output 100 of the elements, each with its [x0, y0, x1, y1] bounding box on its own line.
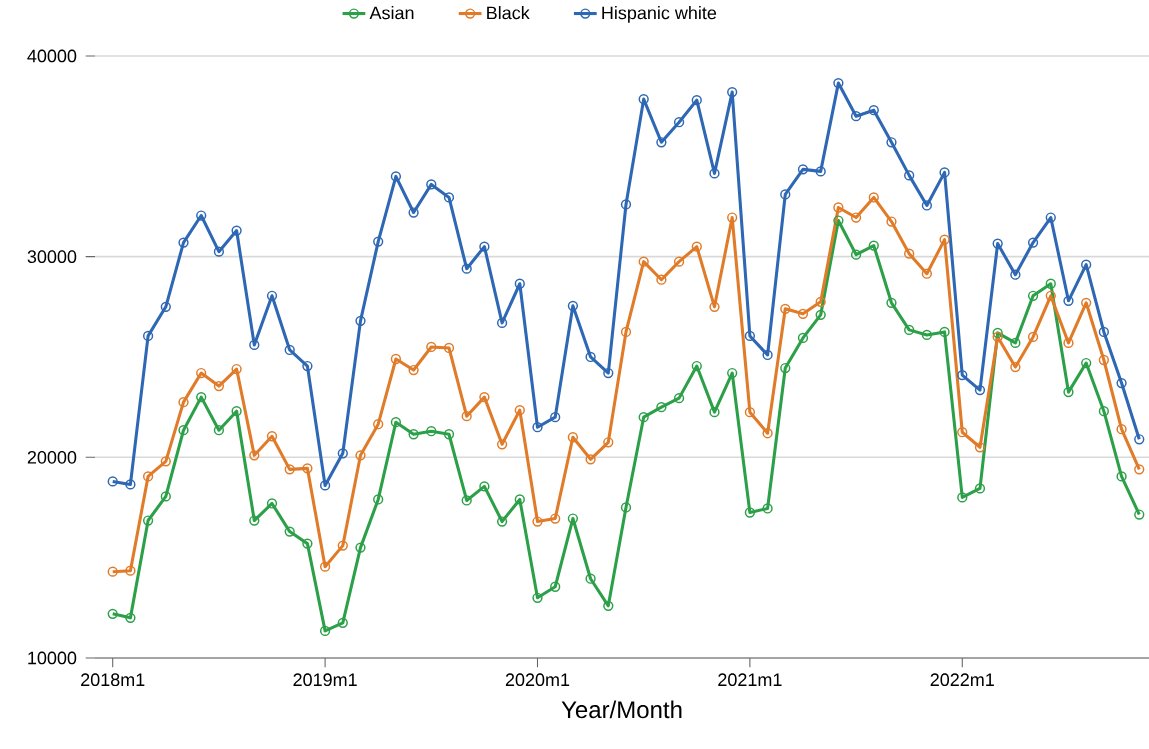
- point: [815, 166, 826, 177]
- point: [939, 326, 950, 338]
- point: [213, 246, 225, 257]
- point: [337, 617, 348, 629]
- point: [815, 296, 826, 307]
- point: [797, 332, 809, 344]
- point: [461, 263, 472, 274]
- point: [479, 481, 490, 492]
- point: [921, 268, 933, 279]
- point: [1045, 212, 1056, 223]
- point: [727, 212, 738, 223]
- point: [850, 249, 862, 260]
- legend-label: Black: [487, 6, 530, 20]
- point: [479, 241, 490, 252]
- point: [479, 391, 490, 403]
- point: [408, 364, 419, 376]
- point: [797, 308, 809, 319]
- x-tick-label: 2018m1: [81, 673, 145, 687]
- point: [762, 503, 773, 514]
- point: [426, 341, 437, 353]
- point: [886, 137, 897, 148]
- x-axis-title: Year/Month: [561, 700, 682, 719]
- point: [107, 566, 118, 577]
- point: [249, 515, 260, 526]
- point: [886, 297, 897, 308]
- point: [160, 301, 171, 312]
- point: [284, 526, 295, 537]
- point: [1116, 377, 1127, 389]
- point: [550, 581, 561, 592]
- point: [744, 407, 756, 418]
- y-tick-label: 10000: [28, 651, 77, 665]
- point: [1063, 295, 1074, 306]
- point: [957, 492, 968, 503]
- point: [461, 495, 472, 506]
- point: [585, 454, 596, 465]
- point: [1116, 471, 1127, 482]
- point: [302, 538, 313, 549]
- point: [974, 483, 986, 494]
- point: [443, 192, 455, 203]
- point: [691, 95, 702, 106]
- point: [585, 573, 596, 584]
- point: [992, 331, 1003, 343]
- point: [850, 212, 862, 223]
- point: [532, 422, 543, 433]
- point: [1081, 259, 1092, 270]
- point: [142, 330, 154, 342]
- point: [603, 367, 614, 379]
- point: [125, 565, 136, 576]
- point: [514, 494, 525, 505]
- point: [408, 207, 419, 218]
- point: [1134, 464, 1145, 475]
- point: [762, 428, 773, 439]
- point: [231, 363, 242, 375]
- point: [744, 330, 756, 342]
- point: [266, 431, 278, 442]
- point: [974, 384, 986, 396]
- point: [302, 463, 313, 474]
- point: [390, 171, 402, 182]
- point: [567, 432, 579, 443]
- point: [461, 411, 472, 422]
- point: [178, 397, 189, 408]
- point: [496, 516, 508, 527]
- point: [992, 327, 1003, 339]
- point: [249, 450, 260, 461]
- point: [567, 513, 579, 524]
- point: [1027, 237, 1039, 248]
- point: [1027, 290, 1039, 301]
- point: [319, 625, 331, 637]
- point: [178, 425, 189, 436]
- point: [1116, 424, 1127, 435]
- point: [709, 407, 720, 418]
- point: [815, 309, 826, 320]
- point: [567, 300, 579, 311]
- point: [833, 202, 844, 213]
- point: [1045, 278, 1056, 289]
- point: [213, 380, 225, 392]
- point: [373, 494, 384, 505]
- point: [373, 419, 384, 430]
- point: [266, 290, 278, 301]
- point: [797, 164, 809, 175]
- point: [337, 448, 348, 459]
- point: [1045, 290, 1056, 301]
- point: [868, 192, 879, 203]
- point: [142, 471, 154, 482]
- point: [390, 353, 402, 365]
- point: [603, 437, 614, 448]
- point: [107, 608, 118, 619]
- y-tick-label: 30000: [27, 250, 77, 264]
- point: [532, 516, 543, 527]
- point: [1027, 331, 1039, 343]
- point: [886, 216, 897, 227]
- point: [709, 301, 720, 312]
- point: [992, 238, 1003, 249]
- point: [868, 240, 879, 251]
- point: [744, 507, 756, 518]
- point: [850, 111, 862, 122]
- y-tick-label: 40000: [27, 49, 77, 63]
- point: [1010, 337, 1021, 349]
- point: [1010, 361, 1021, 373]
- point: [1098, 406, 1110, 417]
